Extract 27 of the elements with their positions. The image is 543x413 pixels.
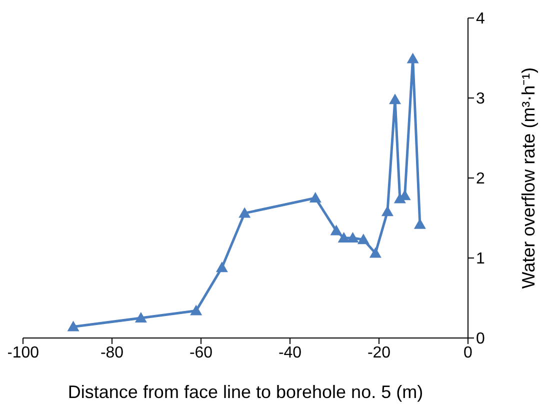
point	[216, 262, 228, 272]
point	[67, 320, 80, 332]
x-tick-label: -40	[278, 344, 302, 362]
point	[346, 232, 359, 242]
point	[134, 312, 147, 322]
point	[238, 207, 251, 218]
x-tick-label: -80	[100, 344, 124, 362]
x-tick-label: -100	[6, 344, 40, 362]
y-tick-label: 4	[476, 10, 485, 28]
x-axis-title: Distance from face line to borehole no. 5 (m)	[68, 382, 424, 402]
point	[389, 94, 402, 104]
point	[309, 192, 322, 202]
y-axis-title: Water overflow rate (m³·h⁻¹)	[518, 67, 538, 289]
y-tick-label: 2	[476, 170, 485, 188]
y-tick-label: 0	[476, 330, 485, 348]
x-tick-label: -60	[189, 344, 213, 362]
y-tick-label: 1	[476, 250, 485, 268]
x-tick-label: -20	[367, 344, 391, 362]
point	[381, 206, 394, 216]
point	[406, 52, 419, 64]
point	[190, 304, 202, 316]
point	[357, 234, 370, 244]
point	[330, 224, 342, 236]
x-tick-label: 0	[464, 344, 473, 362]
point	[369, 247, 382, 258]
y-tick-label: 3	[476, 90, 485, 108]
point	[338, 232, 350, 242]
